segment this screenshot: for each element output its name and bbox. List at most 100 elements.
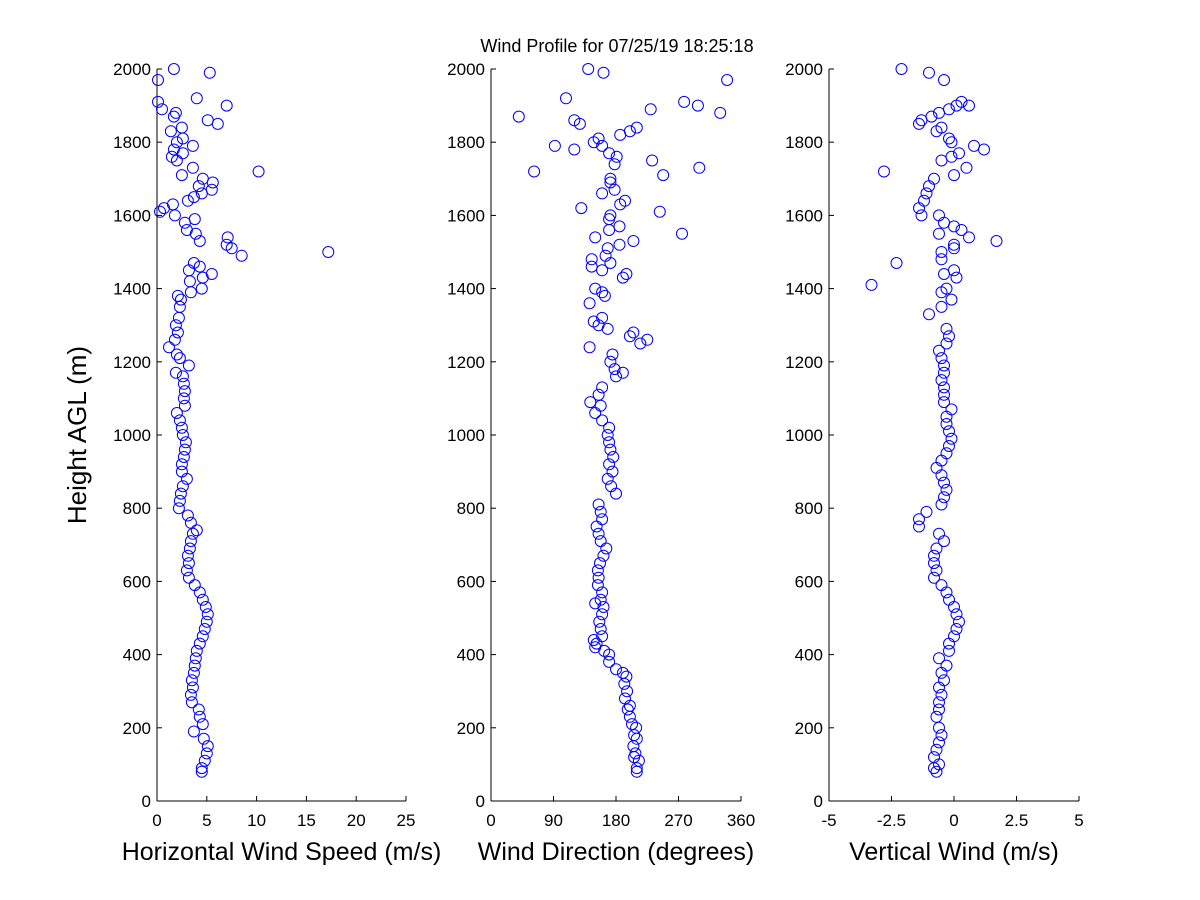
direction-data-point [646,154,659,167]
speed-data-point [166,198,179,211]
vertical-data-point [930,765,943,778]
speed-data-point [182,571,195,584]
vertical-data-point [940,447,953,460]
speed-data-point [177,377,190,390]
direction-data-point [620,268,633,280]
vertical-data-point [963,231,975,244]
direction-data-point [597,66,610,79]
vertical-data-point [938,491,950,504]
vertical-y-tick-label: 2000 [785,60,823,79]
speed-data-point [182,264,195,277]
speed-data-point [190,644,203,657]
speed-data-point [200,747,213,760]
direction-data-point [585,253,598,266]
speed-data-point [170,136,183,149]
speed-data-point [205,183,218,196]
speed-data-point [185,696,198,709]
speed-data-point [197,732,210,745]
direction-data-point [608,183,621,196]
direction-data-point [597,601,610,613]
direction-data-point [630,721,643,734]
vertical-data-point [935,729,948,742]
vertical-data-point [913,520,925,533]
speed-data-point [220,99,233,112]
direction-y-tick-label: 400 [457,646,485,665]
speed-data-point [193,710,206,723]
vertical-x-axis-label: Vertical Wind (m/s) [849,838,1059,866]
speed-data-point [176,480,189,493]
direction-data-point [613,238,626,251]
direction-data-point [594,505,607,518]
direction-data-point [528,165,541,178]
speed-data-point [184,688,197,701]
direction-data-point [596,586,609,599]
speed-data-point [176,132,189,145]
direction-y-tick-label: 1400 [447,280,485,299]
direction-x-tick-label: 180 [602,811,630,830]
speed-data-point [190,524,203,537]
vertical-data-point [865,278,878,291]
vertical-data-point [913,202,925,215]
speed-data-point [182,359,195,372]
speed-x-tick-label: 5 [202,811,211,830]
speed-data-point [177,392,190,405]
vertical-data-point [923,66,935,79]
vertical-data-point [950,271,963,284]
vertical-data-point [933,736,945,749]
direction-data-point [590,520,603,533]
vertical-data-point [940,337,953,350]
vertical-data-point [920,187,933,200]
speed-data-point [186,681,199,694]
speed-data-point [152,74,164,86]
speed-data-point [206,176,219,189]
speed-data-point [188,213,201,226]
speed-data-point [178,385,191,398]
vertical-data-point [938,476,950,489]
speed-data-point [170,348,183,361]
direction-x-axis-label: Wind Direction (degrees) [478,838,755,866]
direction-data-point [603,655,616,668]
vertical-data-point [945,136,958,149]
vertical-data-point [948,601,960,613]
direction-data-point [714,106,727,119]
direction-data-point [616,366,629,379]
speed-data-point [178,399,191,412]
chart-title: Wind Profile for 07/25/19 18:25:18 [480,36,753,56]
direction-data-point [616,271,629,284]
speed-data-point [175,169,188,182]
vertical-data-point [933,703,945,716]
speed-x-tick-label: 15 [297,811,316,830]
vertical-data-point [940,322,953,335]
direction-data-point [575,202,588,215]
speed-data-point [170,407,183,419]
direction-data-point [568,143,581,156]
direction-data-point [596,187,609,200]
direction-data-point [606,348,619,361]
vertical-data-point [950,608,963,621]
panel-direction: 0 200 400 600 800 1000 1200 1400 1600 1800 2000 0 90… [447,60,755,866]
vertical-data-point [953,147,965,160]
direction-y-tick-label: 1200 [447,353,485,372]
speed-data-point [167,63,180,75]
speed-data-point [168,333,181,346]
direction-data-point [621,685,634,698]
vertical-data-point [938,359,950,372]
direction-data-point [606,465,619,478]
vertical-data-point [933,227,945,240]
direction-data-point [592,571,605,584]
direction-data-point [512,110,525,123]
vertical-y-tick-label: 0 [814,792,823,811]
vertical-data-point [935,469,948,482]
vertical-data-point [963,99,975,112]
vertical-data-point [990,235,1003,247]
direction-data-point [604,209,617,222]
speed-data-point [196,172,209,185]
direction-data-point [608,158,621,171]
vertical-data-point [933,527,945,540]
direction-data-point [560,92,572,105]
direction-data-point [589,231,602,244]
direction-data-point [599,249,612,262]
speed-data-point [154,205,166,218]
speed-y-tick-label: 200 [123,719,151,738]
